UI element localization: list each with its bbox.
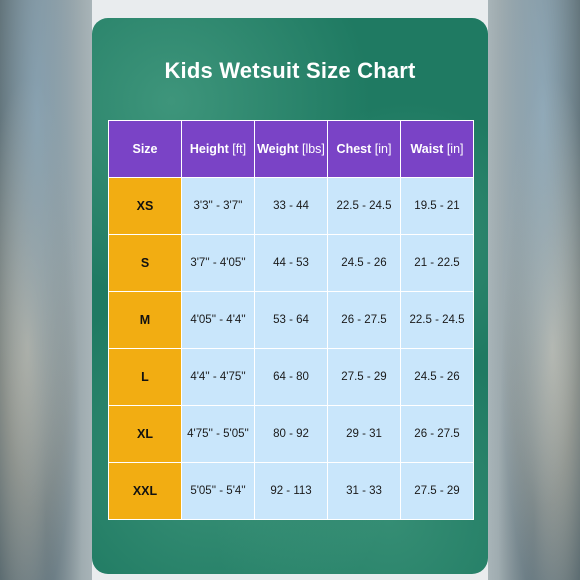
height-cell: 3'3'' - 3'7'' (181, 177, 255, 235)
weight-cell: 92 - 113 (254, 462, 328, 520)
waist-cell: 24.5 - 26 (400, 348, 474, 406)
waist-cell: 19.5 - 21 (400, 177, 474, 235)
chest-cell: 31 - 33 (327, 462, 401, 520)
waist-cell: 27.5 - 29 (400, 462, 474, 520)
height-cell: 4'75'' - 5'05'' (181, 405, 255, 463)
table-row: XL 4'75'' - 5'05'' 80 - 92 29 - 31 26 - … (108, 405, 474, 463)
size-cell: XS (108, 177, 182, 235)
size-chart-card: Kids Wetsuit Size Chart Size Height [ft]… (92, 18, 488, 574)
waist-cell: 21 - 22.5 (400, 234, 474, 292)
chest-cell: 26 - 27.5 (327, 291, 401, 349)
chest-cell: 22.5 - 24.5 (327, 177, 401, 235)
table-row: L 4'4'' - 4'75'' 64 - 80 27.5 - 29 24.5 … (108, 348, 474, 406)
header-chest: Chest [in] (327, 120, 401, 178)
table-row: M 4'05'' - 4'4'' 53 - 64 26 - 27.5 22.5 … (108, 291, 474, 349)
table-header-row: Size Height [ft] Weight [lbs] Chest [in]… (108, 120, 474, 178)
weight-cell: 44 - 53 (254, 234, 328, 292)
header-waist: Waist [in] (400, 120, 474, 178)
weight-cell: 64 - 80 (254, 348, 328, 406)
chart-title: Kids Wetsuit Size Chart (164, 58, 416, 83)
chest-cell: 29 - 31 (327, 405, 401, 463)
table-row: S 3'7'' - 4'05'' 44 - 53 24.5 - 26 21 - … (108, 234, 474, 292)
chest-cell: 24.5 - 26 (327, 234, 401, 292)
size-cell: L (108, 348, 182, 406)
header-height: Height [ft] (181, 120, 255, 178)
height-cell: 4'4'' - 4'75'' (181, 348, 255, 406)
waist-cell: 26 - 27.5 (400, 405, 474, 463)
size-cell: S (108, 234, 182, 292)
weight-cell: 33 - 44 (254, 177, 328, 235)
table-row: XS 3'3'' - 3'7'' 33 - 44 22.5 - 24.5 19.… (108, 177, 474, 235)
chest-cell: 27.5 - 29 (327, 348, 401, 406)
height-cell: 3'7'' - 4'05'' (181, 234, 255, 292)
waist-cell: 22.5 - 24.5 (400, 291, 474, 349)
table-row: XXL 5'05'' - 5'4'' 92 - 113 31 - 33 27.5… (108, 462, 474, 520)
weight-cell: 80 - 92 (254, 405, 328, 463)
height-cell: 4'05'' - 4'4'' (181, 291, 255, 349)
header-size: Size (108, 120, 182, 178)
size-cell: M (108, 291, 182, 349)
height-cell: 5'05'' - 5'4'' (181, 462, 255, 520)
header-weight: Weight [lbs] (254, 120, 328, 178)
blurred-background-left (0, 0, 92, 580)
size-cell: XL (108, 405, 182, 463)
blurred-background-right (488, 0, 580, 580)
size-table: Size Height [ft] Weight [lbs] Chest [in]… (108, 120, 474, 520)
weight-cell: 53 - 64 (254, 291, 328, 349)
size-cell: XXL (108, 462, 182, 520)
